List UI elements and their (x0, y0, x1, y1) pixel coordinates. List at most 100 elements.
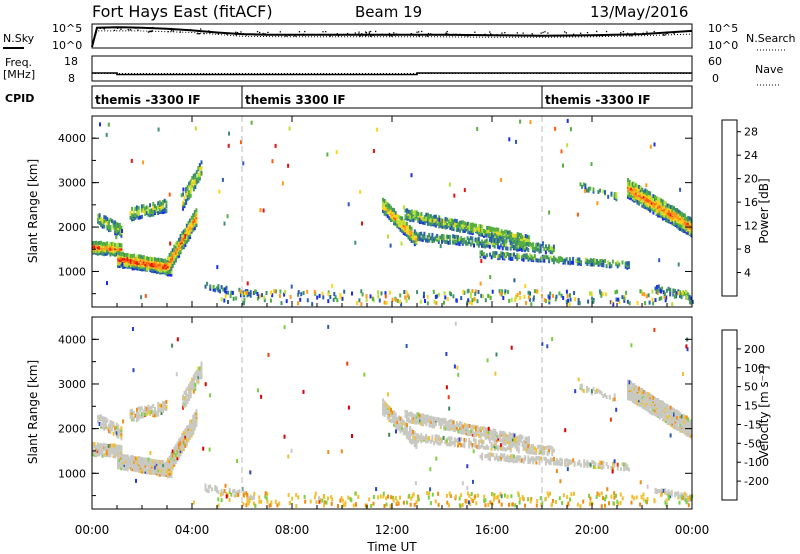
echo-cell (613, 397, 616, 402)
echo-cell (245, 491, 248, 496)
echo-cell (462, 222, 465, 227)
echo-cell (446, 421, 449, 426)
echo-cell (110, 449, 113, 454)
echo-cell (133, 256, 136, 261)
echo-cell (165, 259, 168, 264)
echo-cell (658, 296, 661, 301)
echo-cell (154, 261, 157, 266)
echo-cell (673, 408, 675, 413)
echo-cell (107, 245, 110, 250)
echo-cell (615, 262, 618, 267)
echo-cell (654, 197, 656, 202)
echo-cell (479, 224, 482, 229)
echo-cell (556, 258, 559, 263)
echo-cell (215, 286, 218, 291)
echo-cell (129, 455, 132, 460)
echo-cell (634, 400, 637, 405)
echo-cell (133, 253, 136, 258)
noise-sample (628, 34, 630, 36)
echo-cell (171, 343, 174, 348)
echo-cell (118, 446, 121, 451)
echo-cell (680, 226, 683, 231)
echo-cell (401, 219, 404, 224)
echo-cell (363, 372, 366, 377)
echo-cell (670, 492, 673, 497)
echo-cell (565, 289, 568, 294)
echo-cell (642, 492, 645, 497)
echo-cell (404, 414, 407, 419)
echo-cell (388, 415, 391, 420)
echo-cell (106, 223, 109, 228)
echo-cell (109, 225, 112, 229)
echo-cell (181, 446, 184, 451)
echo-cell (460, 425, 463, 430)
echo-cell (98, 221, 101, 225)
echo-cell (185, 431, 188, 436)
echo-cell (95, 448, 98, 453)
echo-cell (101, 251, 104, 256)
echo-cell (217, 490, 220, 495)
echo-cell (532, 450, 535, 455)
echo-cell (463, 239, 466, 244)
echo-cell (533, 295, 535, 300)
echo-cell (467, 288, 470, 293)
echo-cell (103, 442, 106, 447)
echo-cell (136, 460, 139, 465)
echo-cell (552, 244, 555, 249)
echo-cell (627, 467, 630, 472)
echo-cell (574, 389, 577, 394)
echo-cell (184, 438, 187, 443)
colorbar-tick-label: 28 (744, 126, 758, 139)
echo-cell (187, 235, 190, 240)
echo-cell (195, 374, 198, 378)
echo-cell (589, 291, 592, 296)
echo-cell (543, 456, 546, 461)
echo-cell (627, 263, 630, 268)
echo-cell (403, 290, 406, 294)
echo-cell (681, 291, 684, 296)
echo-cell (652, 203, 655, 208)
echo-cell (302, 389, 305, 394)
noise-sample (245, 34, 248, 36)
echo-cell (610, 465, 613, 470)
echo-cell (141, 467, 144, 472)
echo-cell (474, 494, 477, 499)
echo-cell (514, 255, 517, 259)
echo-cell (546, 458, 549, 463)
echo-cell (433, 441, 435, 446)
noise-sample (127, 28, 129, 31)
echo-cell (449, 219, 452, 224)
echo-cell (200, 166, 203, 170)
echo-cell (645, 500, 648, 505)
noise-sample (622, 31, 625, 33)
echo-cell (217, 284, 220, 289)
echo-cell (583, 461, 586, 466)
echo-cell (446, 297, 449, 301)
echo-cell (691, 299, 694, 304)
echo-cell (412, 419, 415, 424)
echo-cell (311, 302, 314, 307)
echo-cell (639, 387, 642, 392)
echo-cell (488, 294, 491, 299)
echo-cell (486, 228, 489, 233)
echo-cell (663, 412, 666, 417)
echo-cell (182, 229, 185, 234)
echo-cell (256, 296, 259, 301)
echo-cell (508, 431, 511, 436)
echo-cell (181, 238, 184, 243)
echo-cell (98, 245, 101, 250)
echo-cell (256, 291, 259, 296)
echo-cell (461, 241, 464, 246)
echo-cell (178, 449, 181, 454)
echo-cell (467, 432, 469, 437)
x-tick-label: 12:00 (375, 523, 410, 537)
echo-cell (546, 255, 549, 260)
echo-cell (452, 227, 455, 232)
echo-cell (162, 200, 165, 204)
echo-cell (101, 222, 104, 227)
echo-cell (193, 226, 196, 231)
noise-sample (104, 26, 106, 28)
echo-cell (489, 500, 492, 505)
echo-cell (382, 411, 384, 416)
echo-cell (297, 495, 300, 500)
